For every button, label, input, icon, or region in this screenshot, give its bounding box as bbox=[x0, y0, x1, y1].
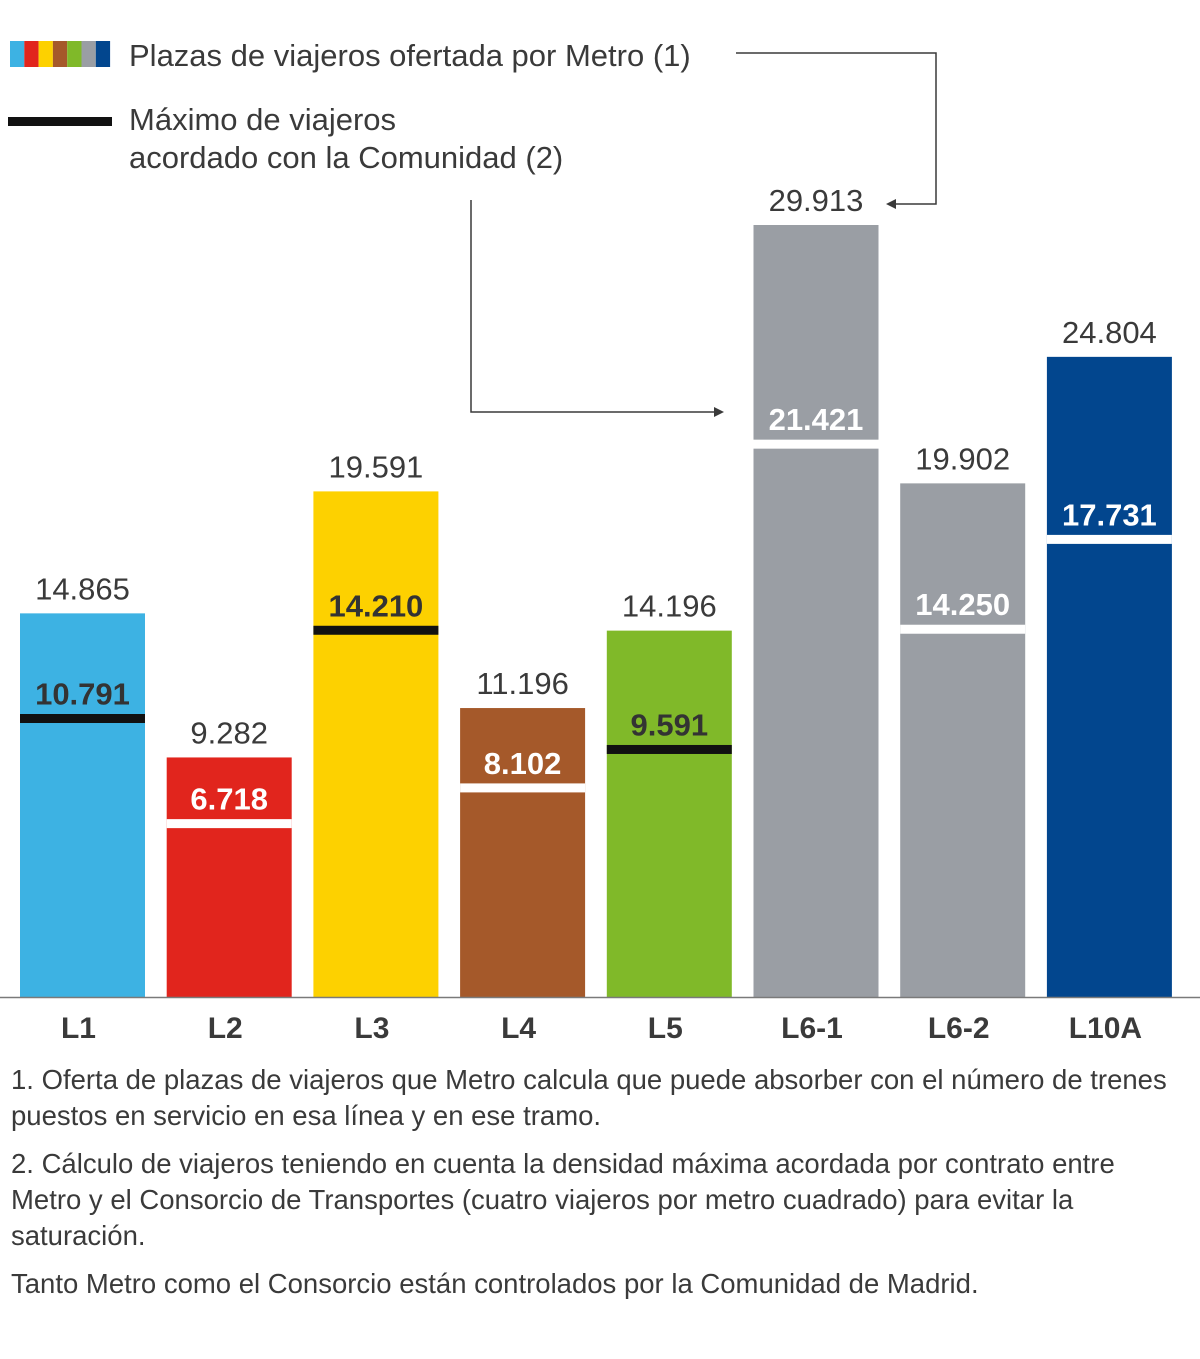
bars-group: 14.865 10.791 L1 9.282 6.718 L2 19.591 14.210 L3… bbox=[20, 183, 1172, 1045]
bar-L10A bbox=[1046, 356, 1172, 997]
legend-swatch-segment bbox=[10, 41, 25, 67]
legend-offer-label: Plazas de viajeros ofertada por Metro (1… bbox=[129, 38, 691, 73]
offer-value-label: 14.865 bbox=[35, 571, 130, 606]
legend-max-label-line1: Máximo de viajeros bbox=[129, 102, 396, 137]
category-label: L5 bbox=[648, 1012, 683, 1045]
max-value-label: 6.718 bbox=[190, 782, 268, 817]
offer-value-label: 11.196 bbox=[476, 666, 569, 701]
category-label: L6-2 bbox=[928, 1012, 990, 1045]
legend-swatch-segment bbox=[95, 41, 111, 67]
legend-offer-swatch bbox=[10, 41, 111, 67]
category-label: L3 bbox=[354, 1012, 389, 1045]
category-label: L10A bbox=[1069, 1012, 1142, 1045]
max-connector-line bbox=[470, 200, 718, 413]
max-marker-L6-1 bbox=[753, 439, 879, 449]
offer-value-label: 9.282 bbox=[190, 715, 268, 750]
offer-value-label: 24.804 bbox=[1062, 315, 1157, 350]
bar-L4 bbox=[460, 708, 586, 997]
category-label: L4 bbox=[501, 1012, 536, 1045]
max-marker-L10A bbox=[1046, 534, 1172, 544]
offer-value-label: 14.196 bbox=[622, 589, 717, 624]
category-label: L2 bbox=[208, 1012, 243, 1045]
max-marker-L4 bbox=[460, 783, 586, 793]
max-value-label: 9.591 bbox=[631, 707, 709, 742]
max-value-label: 21.421 bbox=[769, 402, 864, 437]
max-value-label: 14.250 bbox=[915, 587, 1010, 622]
max-value-label: 10.791 bbox=[35, 677, 130, 712]
bar-L3 bbox=[313, 491, 439, 997]
legend-swatch-segment bbox=[24, 41, 39, 67]
offer-value-label: 19.902 bbox=[915, 441, 1010, 476]
max-marker-L2 bbox=[166, 819, 292, 829]
max-marker-L1 bbox=[20, 714, 145, 724]
offer-value-label: 29.913 bbox=[769, 183, 864, 218]
max-marker-L3 bbox=[313, 625, 439, 635]
legend-swatch-segment bbox=[52, 41, 68, 67]
category-label: L6-1 bbox=[781, 1012, 843, 1045]
footnote-3: Tanto Metro como el Consorcio están cont… bbox=[11, 1268, 979, 1299]
category-label: L1 bbox=[61, 1012, 96, 1045]
bar-L6-2 bbox=[900, 483, 1026, 997]
footnote-1: 1. Oferta de plazas de viajeros que Metr… bbox=[11, 1064, 1167, 1131]
bar-L6-1 bbox=[753, 225, 879, 997]
legend-swatch-segment bbox=[81, 41, 96, 67]
max-marker-L6-2 bbox=[900, 624, 1026, 634]
max-value-label: 17.731 bbox=[1062, 497, 1157, 532]
offer-connector-arrowhead bbox=[886, 199, 896, 209]
legend-swatch-segment bbox=[67, 41, 82, 67]
bar-L1 bbox=[20, 613, 145, 997]
legend-swatch-segment bbox=[38, 41, 53, 67]
legend-max-swatch bbox=[8, 117, 112, 126]
bar-L2 bbox=[166, 757, 292, 997]
max-connector-arrowhead bbox=[714, 407, 724, 417]
offer-connector-line bbox=[736, 52, 937, 205]
offer-value-label: 19.591 bbox=[328, 449, 423, 484]
max-value-label: 8.102 bbox=[484, 746, 562, 781]
bar-L5 bbox=[606, 630, 732, 997]
bar-chart: Plazas de viajeros ofertada por Metro (1… bbox=[0, 38, 1200, 1045]
footnote-2: 2. Cálculo de viajeros teniendo en cuent… bbox=[11, 1148, 1115, 1251]
max-value-label: 14.210 bbox=[328, 588, 423, 623]
legend-max-label-line2: acordado con la Comunidad (2) bbox=[129, 140, 563, 175]
footnotes: 1. Oferta de plazas de viajeros que Metr… bbox=[11, 1062, 1191, 1314]
max-marker-L5 bbox=[606, 744, 732, 754]
